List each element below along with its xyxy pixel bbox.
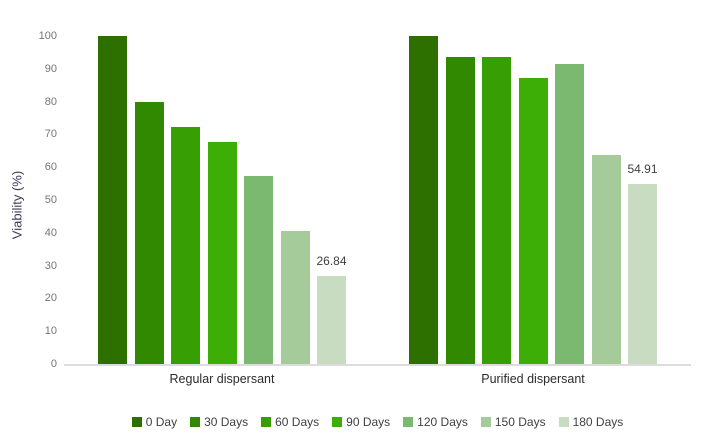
category-label-purified-dispersant: Purified dispersant — [481, 372, 585, 386]
bar-120-days-regular-dispersant — [244, 175, 273, 364]
bar-60-days-regular-dispersant — [171, 127, 200, 364]
y-tick-label-50: 50 — [44, 194, 57, 206]
legend-swatch-icon — [558, 417, 569, 427]
bar-180-days-regular-dispersant — [317, 275, 346, 364]
bar-0-day-regular-dispersant — [98, 36, 127, 364]
y-tick-label-40: 40 — [44, 226, 57, 239]
legend-label: 150 Days — [494, 415, 546, 429]
legend-swatch-icon — [131, 417, 142, 427]
y-tick-label-60: 60 — [44, 161, 57, 174]
legend-item-150-days: 150 Days — [480, 415, 546, 429]
legend-label: 0 Day — [145, 415, 178, 429]
y-tick-label-90: 90 — [44, 62, 57, 75]
legend-item-0-day: 0 Day — [131, 415, 178, 429]
legend-item-90-days: 90 Days — [332, 415, 390, 429]
legend-swatch-icon — [403, 417, 414, 427]
bar-60-days-purified-dispersant — [482, 57, 511, 364]
bar-30-days-purified-dispersant — [445, 56, 475, 364]
x-axis-line — [64, 364, 691, 366]
y-tick-label-70: 70 — [44, 128, 57, 141]
legend-label: 90 Days — [346, 415, 391, 429]
legend-label: 180 Days — [572, 415, 624, 429]
bar-30-days-regular-dispersant — [134, 101, 164, 364]
y-tick-label-0: 0 — [50, 358, 57, 370]
legend-item-60-days: 60 Days — [261, 415, 319, 429]
bar-150-days-purified-dispersant — [591, 155, 621, 364]
legend-swatch-icon — [261, 417, 272, 427]
legend-item-30-days: 30 Days — [190, 415, 248, 429]
y-tick-label-80: 80 — [44, 95, 57, 108]
y-tick-label-20: 20 — [44, 292, 57, 305]
bar-90-days-regular-dispersant — [207, 142, 237, 364]
bar-120-days-purified-dispersant — [555, 64, 584, 364]
y-tick-label-10: 10 — [44, 325, 57, 338]
legend-label: 120 Days — [417, 415, 468, 429]
legend-label: 30 Days — [204, 415, 249, 429]
bar-0-day-purified-dispersant — [409, 36, 438, 364]
category-label-regular-dispersant: Regular dispersant — [169, 372, 275, 386]
legend-swatch-icon — [480, 417, 491, 427]
y-tick-label-30: 30 — [44, 259, 57, 272]
legend-label: 60 Days — [275, 415, 320, 429]
legend-item-180-days: 180 Days — [558, 415, 624, 429]
bar-180-days-purified-dispersant — [628, 183, 657, 364]
legend-swatch-icon — [332, 417, 343, 427]
data-label-180-days-purified-dispersant: 54.91 — [627, 161, 658, 176]
legend: 0 Day 30 Days 60 Days 90 Days 120 Days 150 Da… — [64, 413, 691, 431]
y-tick-label-100: 100 — [38, 30, 57, 42]
data-label-180-days-regular-dispersant: 26.84 — [316, 253, 347, 268]
bar-150-days-regular-dispersant — [280, 231, 310, 364]
bar-90-days-purified-dispersant — [518, 77, 548, 364]
legend-item-120-days: 120 Days — [403, 415, 468, 429]
legend-swatch-icon — [190, 417, 201, 427]
